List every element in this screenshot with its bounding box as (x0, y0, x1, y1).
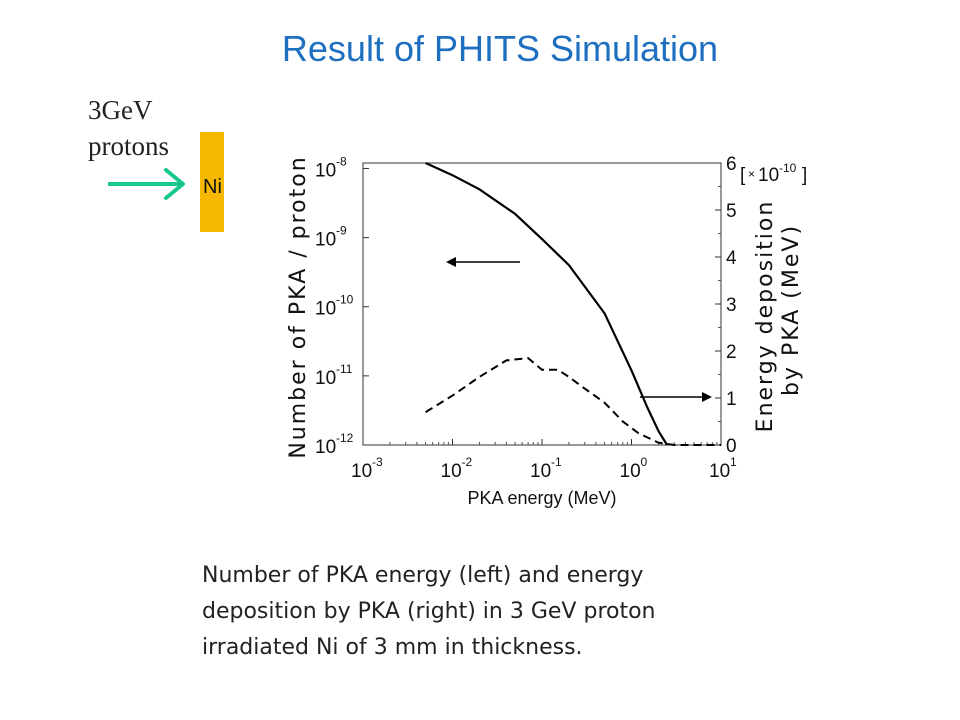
series-line-pka-number (425, 161, 669, 446)
y-right-tick-label: 5 (726, 201, 737, 222)
x-tick-exponent: 1 (730, 455, 737, 469)
svg-text:-10: -10 (779, 161, 797, 175)
figure-caption: Number of PKA energy (left) and energy d… (202, 558, 762, 666)
y-right-axis-label-line2: by PKA (MeV) (779, 224, 804, 396)
series-group (425, 161, 721, 446)
ni-target-bar (200, 132, 224, 232)
caption-line-2: deposition by PKA (right) in 3 GeV proto… (202, 599, 656, 624)
y-right-tick-label: 1 (726, 389, 737, 410)
right-axis-multiplier: [ × 10 -10 ] (740, 161, 807, 186)
beam-energy: 3GeV (88, 95, 153, 125)
plot-frame (362, 162, 722, 446)
caption-line-1: Number of PKA energy (left) and energy (202, 563, 644, 588)
x-tick-label: 10 (709, 461, 730, 482)
y-left-tick-exponent: -9 (336, 224, 347, 238)
y-right-axis-ticks: 0 1 2 3 4 5 6 (715, 154, 737, 457)
beam-particle: protons (88, 131, 169, 161)
x-tick-label: 10 (441, 461, 462, 482)
y-left-tick-label: 10 (315, 368, 336, 389)
x-axis-label: PKA energy (MeV) (467, 488, 616, 508)
x-tick-exponent: 0 (641, 455, 648, 469)
y-left-tick-label: 10 (315, 299, 336, 320)
left-axis-arrow-icon (446, 257, 520, 267)
y-left-axis-label: Number of PKA / proton (286, 155, 311, 458)
svg-text:]: ] (802, 165, 807, 186)
y-left-tick-label: 10 (315, 160, 336, 181)
y-right-tick-label: 6 (726, 154, 737, 175)
y-right-tick-label: 4 (726, 248, 737, 269)
y-right-tick-label: 2 (726, 342, 737, 363)
x-tick-label: 10 (530, 461, 551, 482)
x-axis-ticks: 10 -3 10 -2 10 -1 10 0 10 1 (351, 439, 737, 482)
y-left-tick-exponent: -10 (336, 293, 354, 307)
x-tick-label: 10 (620, 461, 641, 482)
svg-text:[: [ (740, 165, 746, 186)
x-tick-label: 10 (351, 461, 372, 482)
beam-label: 3GeV protons (88, 92, 169, 164)
y-left-tick-label: 10 (315, 230, 336, 251)
y-left-tick-label: 10 (315, 437, 336, 458)
x-tick-exponent: -1 (551, 455, 562, 469)
y-right-tick-label: 3 (726, 295, 737, 316)
y-right-tick-label: 0 (726, 436, 737, 457)
right-axis-arrow-icon (640, 392, 712, 402)
svg-text:×: × (748, 167, 755, 181)
beam-arrow-icon (108, 168, 185, 200)
series-line-energy-deposition (425, 357, 721, 446)
svg-text:10: 10 (758, 165, 779, 186)
x-tick-exponent: -3 (372, 455, 383, 469)
y-right-axis-label-line1: Energy deposition (753, 200, 778, 433)
x-tick-exponent: -2 (462, 455, 473, 469)
y-left-tick-exponent: -8 (336, 154, 347, 168)
ni-target-label: Ni (203, 176, 222, 198)
y-left-tick-exponent: -11 (336, 362, 353, 376)
y-left-tick-exponent: -12 (336, 431, 354, 445)
slide-title: Result of PHITS Simulation (281, 28, 719, 69)
caption-line-3: irradiated Ni of 3 mm in thickness. (202, 635, 583, 660)
